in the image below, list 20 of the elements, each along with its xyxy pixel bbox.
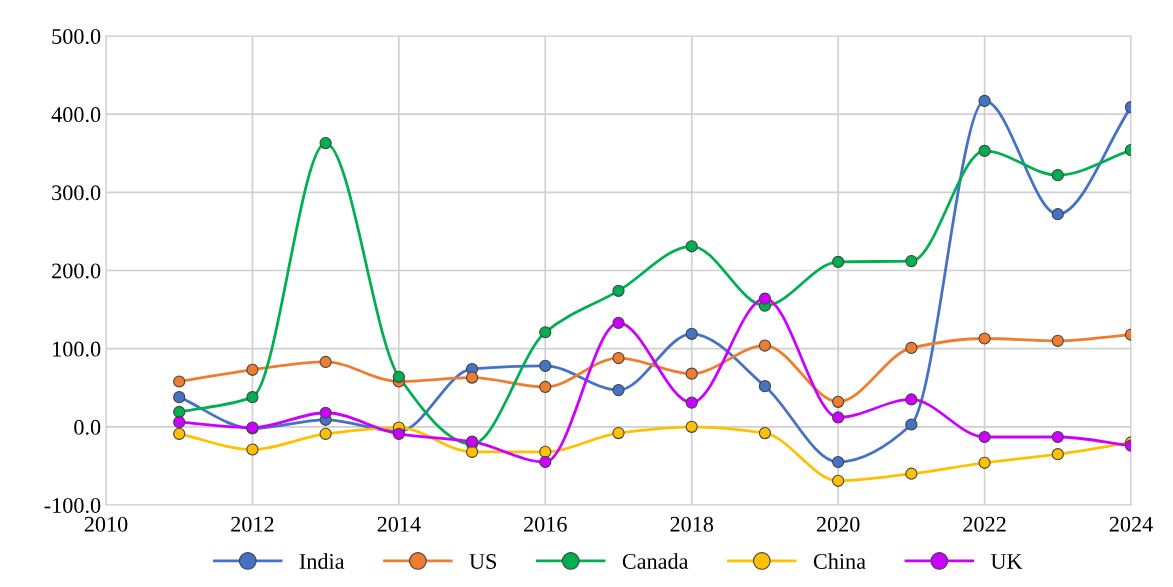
x-tick-label: 2022 xyxy=(963,516,1006,532)
y-tick-label: 300.0 xyxy=(52,185,101,201)
y-tick-label: -100.0 xyxy=(44,497,101,514)
x-tick-label: 2012 xyxy=(231,516,274,532)
legend-label: UK xyxy=(990,554,1023,569)
legend-label: US xyxy=(469,553,497,569)
x-tick-label: 2014 xyxy=(377,516,421,532)
y-tick-label: 100.0 xyxy=(53,341,101,357)
x-tick-label: 2018 xyxy=(670,516,714,532)
x-tick-label: 2020 xyxy=(816,516,860,532)
y-tick-label: 400.0 xyxy=(51,107,101,123)
x-tick-label: 2024 xyxy=(1109,516,1153,532)
legend-label: China xyxy=(813,553,866,569)
y-tick-label: 0.0 xyxy=(74,419,101,435)
x-tick-label: 2010 xyxy=(84,516,128,532)
x-tick-label: 2016 xyxy=(524,516,567,532)
y-tick-label: 500.0 xyxy=(52,28,101,45)
legend-label: India xyxy=(299,553,345,569)
y-tick-label: 200.0 xyxy=(52,263,101,279)
legend-label: Canada xyxy=(622,553,689,569)
